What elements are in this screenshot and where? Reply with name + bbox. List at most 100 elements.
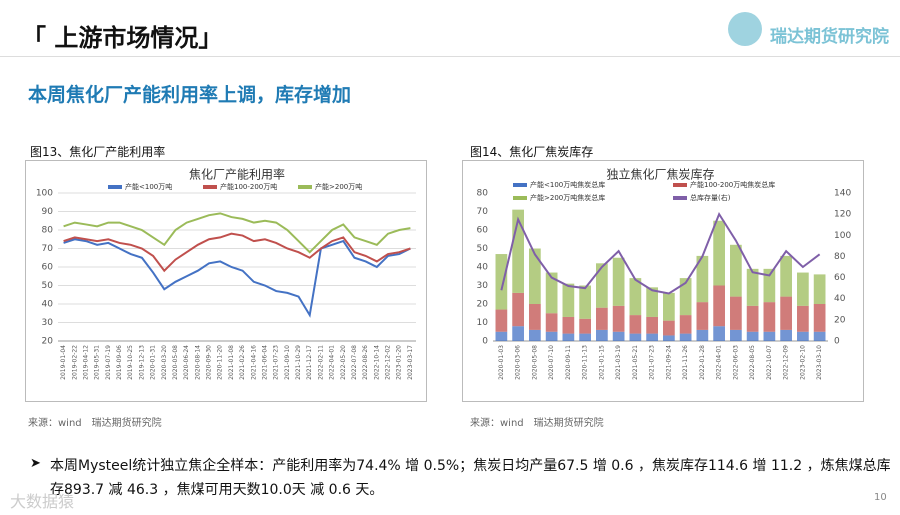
bar [646,287,658,317]
legend-swatch [203,185,217,189]
bar [679,278,692,316]
page-number: 10 [874,492,887,503]
slide-title: 「 上游市场情况」 [22,24,223,52]
bar [579,318,591,334]
x-tick-label: 2021-01-15 [598,345,605,380]
x-tick-label: 2021-11-26 [682,345,689,380]
bullet-text: 本周Mysteel统计独立焦企全样本：产能利用率为74.4% 增 0.5%；焦炭… [50,458,891,498]
series-line [500,211,821,295]
bar [663,320,675,336]
y2-tick-label: 60 [834,273,846,283]
legend-label: 产能100-200万吨焦炭总库 [690,180,775,189]
x-tick-label: 2019-07-19 [105,345,112,380]
y-tick-label: 40 [42,300,54,310]
x-tick-label: 2021-07-23 [649,345,656,380]
bar [746,331,759,341]
x-tick-label: 2020-06-24 [183,345,190,380]
y-tick-label: 40 [477,263,489,273]
x-tick-label: 2023-03-17 [407,345,414,380]
bar [696,302,709,330]
bar [797,272,809,306]
bar [596,329,608,341]
bar [646,333,658,341]
bar [813,304,826,332]
logo-icon [728,12,762,46]
bar [713,220,725,286]
bar [663,292,675,321]
x-tick-label: 2022-04-01 [716,345,723,380]
x-tick-label: 2023-03-10 [816,345,823,380]
bar [512,292,524,327]
x-tick-label: 2021-05-21 [632,345,639,380]
bar [746,305,759,332]
bar [780,329,792,341]
bar [730,296,742,330]
y-tick-label: 90 [42,207,54,217]
series-line [63,238,411,318]
x-tick-label: 2019-01-04 [60,345,67,380]
source: 来源：wind 瑞达期货研究院 [28,418,162,429]
y-tick-label: 70 [42,244,54,254]
bar [797,331,809,341]
x-tick-label: 2022-10-07 [766,345,773,380]
source: 来源：wind 瑞达期货研究院 [470,418,604,429]
y2-tick-label: 20 [834,315,846,325]
y-tick-label: 50 [42,281,54,291]
x-tick-label: 2020-01-31 [150,345,157,380]
x-tick-label: 2020-01-03 [498,345,505,380]
bar [612,331,625,341]
x-tick-label: 2021-09-10 [284,345,291,380]
y-tick-label: 50 [477,244,489,254]
x-tick-label: 2022-12-09 [783,345,790,380]
bar [646,316,658,334]
bar [763,302,776,332]
figure-label: 图14、焦化厂焦炭库存 [470,145,594,159]
bar [713,326,725,341]
x-tick-label: 2021-04-16 [250,345,257,380]
chart: 独立焦化厂焦炭库存 0 10 20 30 40 50 60 70 80 0 20 40 60 80 100 12… [477,167,852,380]
y-tick-label: 20 [477,300,489,310]
x-tick-label: 2022-05-20 [340,345,347,380]
chart: 焦化厂产能利用率 20 30 40 50 60 70 80 90 100 2019-01-04 201… [36,167,416,380]
bar [545,331,558,341]
bar [813,331,826,341]
x-tick-label: 2022-07-08 [351,345,358,380]
legend-label: 产能<100万吨 [125,182,172,191]
y-tick-label: 100 [36,189,53,199]
x-tick-label: 2022-08-26 [362,345,369,380]
x-tick-label: 2021-01-08 [228,345,235,380]
bar [545,313,558,332]
legend-swatch [513,196,527,200]
legend-swatch [513,183,527,187]
series-line [63,212,411,254]
bar [495,254,508,310]
y-tick-label: 70 [477,207,489,217]
x-tick-label: 2022-04-01 [329,345,336,380]
divider [0,56,900,57]
x-tick-label: 2019-09-06 [116,345,123,380]
bar [596,307,608,330]
y-tick-label: 30 [477,281,489,291]
x-tick-label: 2021-09-24 [665,345,672,380]
bar [679,333,692,341]
legend-swatch [673,183,687,187]
y-tick-label: 60 [477,226,489,236]
bar [679,315,692,334]
bar [730,244,742,297]
bar [562,283,575,317]
figure-label: 图13、焦化厂产能利用率 [30,145,166,159]
x-tick-label: 2020-05-08 [531,345,538,380]
y-tick-label: 80 [477,189,489,199]
bar [545,272,558,314]
legend-label: 产能>200万吨 [315,182,362,191]
bar [629,315,642,334]
x-tick-label: 2020-07-10 [548,345,555,380]
x-tick-label: 2019-05-31 [94,345,101,380]
chart-frame: 独立焦化厂焦炭库存 0 10 20 30 40 50 60 70 80 0 20 40 60 80 100 12… [462,160,864,402]
bar [579,333,591,341]
y-tick-label: 0 [482,337,488,347]
y2-tick-label: 80 [834,252,846,262]
x-tick-label: 2019-02-22 [71,345,78,380]
bar [696,329,709,341]
y2-tick-label: 40 [834,294,846,304]
